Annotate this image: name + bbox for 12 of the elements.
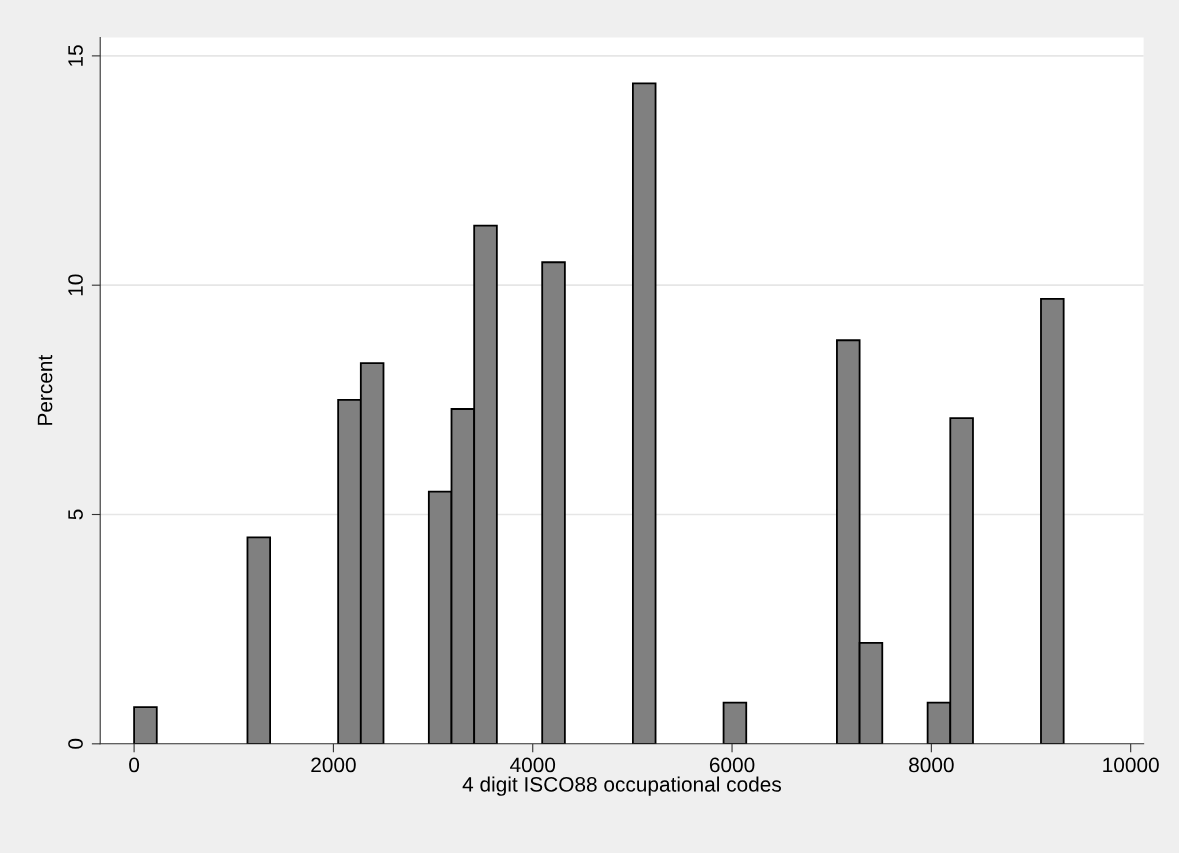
x-tick-label: 10000 bbox=[1103, 757, 1159, 773]
x-tick-label: 0 bbox=[129, 757, 140, 773]
y-tick-label: 10 bbox=[68, 274, 83, 296]
y-tick-label: 0 bbox=[68, 738, 83, 749]
x-tick-label: 8000 bbox=[909, 757, 954, 773]
x-tick-label: 4000 bbox=[510, 757, 556, 773]
x-tick-label: 2000 bbox=[311, 757, 356, 773]
x-axis-title: 4 digit ISCO88 occupational codes bbox=[462, 776, 781, 796]
y-axis-title: Percent bbox=[37, 354, 53, 425]
x-tick-label: 6000 bbox=[709, 757, 755, 773]
y-tick-label: 5 bbox=[68, 509, 83, 520]
y-tick-label: 15 bbox=[68, 45, 83, 66]
